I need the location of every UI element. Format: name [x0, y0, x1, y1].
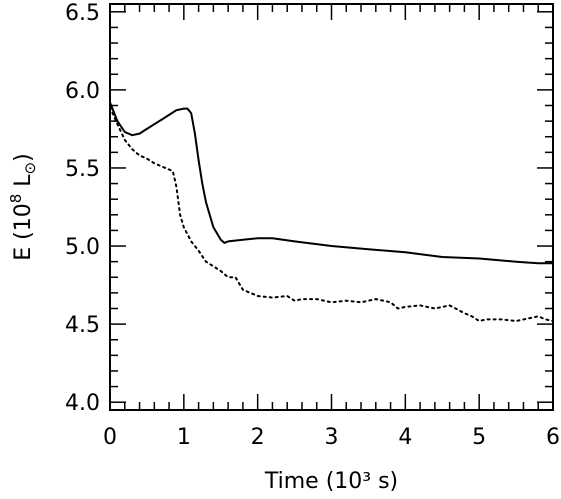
y-tick-label: 5.5 — [65, 157, 100, 182]
y-tick-label: 5.0 — [65, 235, 100, 260]
x-tick-label: 0 — [103, 425, 117, 450]
y-axis-label-exponent: 8 — [7, 194, 25, 204]
series-dotted-line — [109, 106, 554, 322]
x-tick-label: 3 — [325, 425, 339, 450]
tick-labels: 0 1 2 3 4 5 6 4.0 4.5 5.0 5.5 6.0 6.5 — [65, 1, 560, 450]
x-tick-label: 6 — [546, 425, 560, 450]
y-axis-label-unit: L — [11, 174, 36, 194]
y-axis-label-close: ) — [11, 153, 36, 162]
x-tick-label: 5 — [472, 425, 486, 450]
y-axis-label: E (108 L⊙) — [7, 153, 39, 260]
y-axis-label-main: E (10 — [11, 203, 36, 260]
y-tick-label: 4.0 — [65, 391, 100, 416]
x-tick-label: 2 — [251, 425, 265, 450]
axis-ticks — [109, 4, 554, 410]
y-axis-label-sun-symbol: ⊙ — [21, 162, 39, 175]
x-tick-label: 1 — [177, 425, 191, 450]
x-tick-label: 4 — [398, 425, 412, 450]
plot-frame — [109, 3, 554, 411]
y-tick-label: 6.0 — [65, 79, 100, 104]
y-tick-label: 4.5 — [65, 313, 100, 338]
y-tick-label: 6.5 — [65, 1, 100, 26]
series-solid-line — [109, 102, 553, 265]
series-layer — [109, 102, 554, 322]
x-axis-label: Time (10³ s) — [264, 469, 398, 494]
